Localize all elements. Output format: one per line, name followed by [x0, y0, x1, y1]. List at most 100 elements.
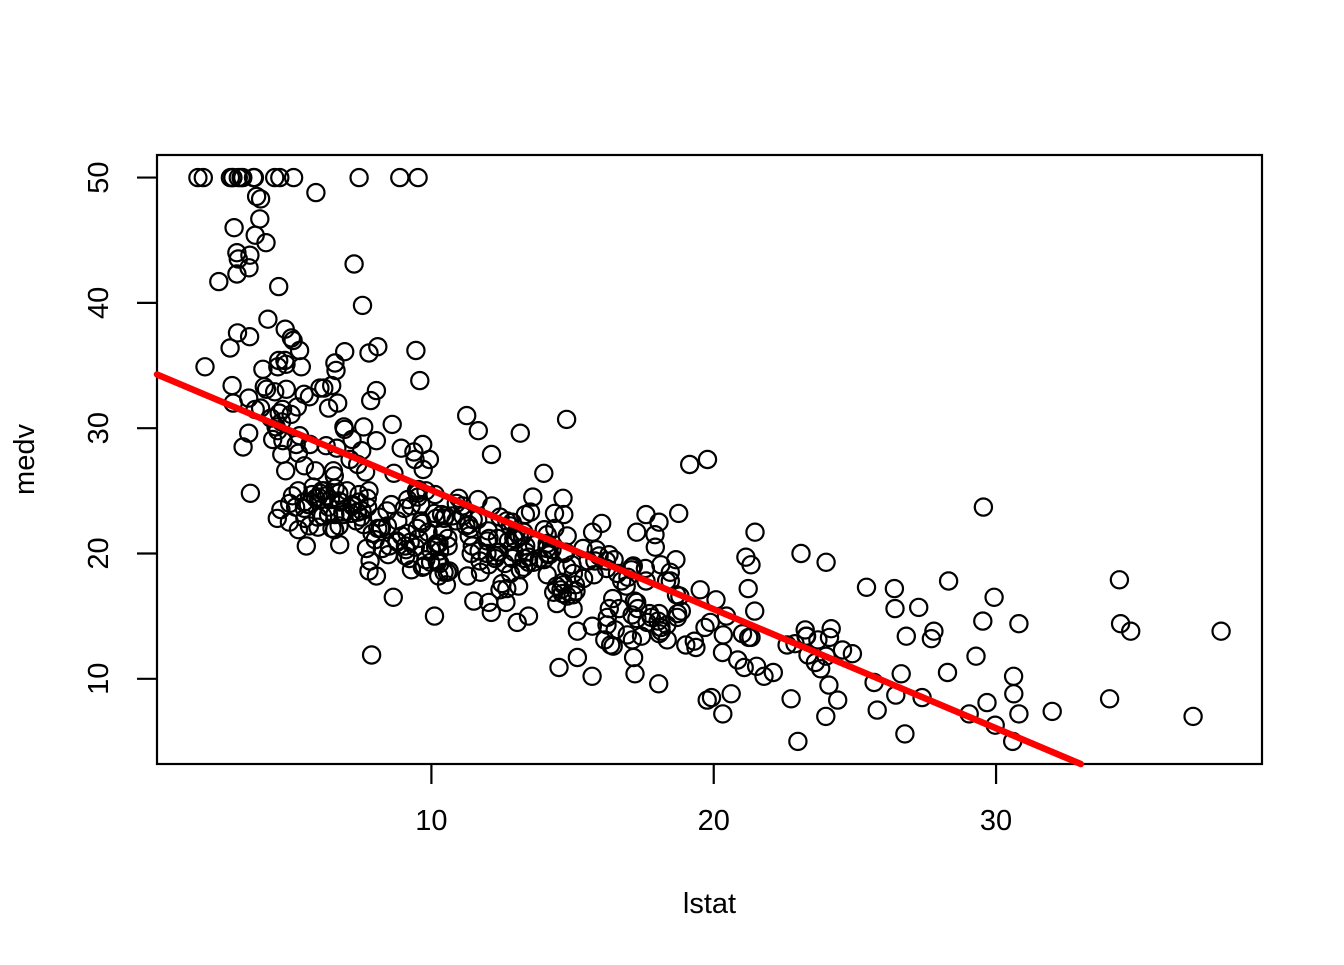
data-point — [272, 444, 292, 465]
data-point — [265, 382, 285, 402]
data-point — [220, 338, 240, 358]
data-point — [648, 611, 668, 631]
plot-border — [155, 153, 1264, 766]
data-point — [434, 508, 454, 529]
data-point — [649, 674, 669, 694]
regression-line — [153, 371, 1085, 768]
data-point — [294, 498, 315, 519]
data-point — [701, 687, 722, 708]
data-point — [885, 598, 905, 619]
y-tick-label: 20 — [83, 537, 115, 569]
data-point — [1183, 706, 1203, 727]
data-point — [305, 461, 326, 481]
data-point — [256, 379, 277, 399]
data-point — [288, 520, 309, 540]
data-point — [420, 540, 441, 560]
data-point — [1120, 621, 1141, 641]
data-point — [254, 377, 274, 397]
data-point — [973, 497, 994, 517]
data-point — [294, 492, 314, 512]
data-point — [510, 423, 530, 443]
data-point — [736, 547, 756, 567]
y-tick-label: 40 — [83, 287, 115, 319]
data-point — [316, 436, 336, 456]
data-point — [318, 504, 339, 525]
data-point — [437, 562, 457, 583]
data-point — [407, 518, 427, 539]
data-point — [283, 167, 304, 188]
data-point — [335, 342, 355, 362]
data-point — [649, 624, 669, 644]
data-point — [310, 378, 330, 398]
data-point — [651, 555, 671, 575]
data-point — [1004, 684, 1024, 704]
y-tick-label: 10 — [83, 663, 115, 695]
data-point — [193, 167, 213, 188]
data-point — [470, 551, 490, 571]
data-point — [352, 295, 373, 316]
data-point — [245, 225, 265, 245]
data-point — [368, 337, 388, 357]
data-point — [330, 535, 350, 555]
data-point — [518, 606, 539, 626]
data-point — [567, 647, 588, 668]
data-point — [884, 578, 905, 599]
data-point — [828, 690, 848, 710]
data-point — [816, 552, 836, 573]
data-point — [507, 612, 527, 633]
data-point — [563, 585, 583, 605]
data-point — [592, 513, 612, 534]
data-point — [481, 602, 501, 623]
data-point — [842, 644, 863, 664]
data-point — [294, 456, 315, 476]
data-point — [819, 675, 839, 695]
data-point — [628, 598, 648, 619]
data-point — [627, 592, 647, 613]
data-point — [584, 565, 604, 585]
data-point — [371, 518, 392, 539]
data-point — [676, 635, 696, 655]
data-point — [721, 684, 741, 704]
data-point — [267, 508, 287, 529]
data-point — [354, 417, 374, 437]
data-point — [233, 437, 253, 457]
data-point — [713, 704, 733, 724]
data-point — [788, 731, 808, 752]
x-tick-label: 20 — [698, 805, 730, 837]
data-point — [684, 631, 705, 651]
data-point — [556, 409, 577, 430]
data-point — [298, 494, 318, 515]
data-point — [544, 582, 564, 603]
data-point — [325, 353, 345, 373]
data-point — [973, 611, 993, 631]
data-point — [369, 507, 390, 527]
data-point — [1009, 704, 1029, 724]
data-point — [342, 429, 362, 450]
data-point — [504, 528, 524, 549]
data-point — [603, 588, 623, 609]
data-point — [436, 575, 457, 595]
data-point — [713, 625, 734, 645]
data-point — [366, 380, 387, 401]
data-point — [308, 507, 328, 527]
data-point — [924, 621, 944, 641]
data-point — [497, 578, 517, 599]
data-point — [464, 591, 484, 611]
data-point — [401, 496, 421, 516]
data-point — [508, 576, 529, 596]
data-point — [470, 562, 491, 583]
data-point — [250, 189, 271, 209]
data-point — [322, 375, 342, 396]
data-point — [582, 666, 602, 687]
data-point — [966, 646, 986, 666]
data-point — [832, 640, 853, 660]
data-point — [856, 577, 877, 598]
data-point — [419, 449, 440, 470]
data-point — [984, 587, 1004, 608]
data-point — [623, 647, 644, 668]
data-point — [308, 517, 328, 537]
data-point — [667, 607, 688, 628]
data-point — [645, 525, 665, 545]
data-point — [361, 645, 382, 665]
data-point — [222, 167, 243, 188]
